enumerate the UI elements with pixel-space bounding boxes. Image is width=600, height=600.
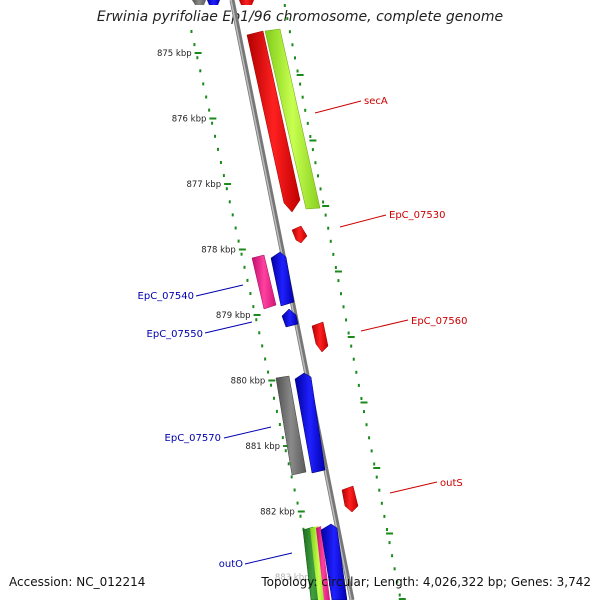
genome-summary-text: Topology: circular; Length: 4,026,322 bp… <box>261 575 591 589</box>
leader-EpC_07530 <box>339 214 387 228</box>
ruler-tick-label: 883 kbp <box>275 573 310 583</box>
outer-track-tick <box>398 598 406 600</box>
gene-top-gray <box>192 0 206 5</box>
label-EpC_07540[interactable]: EpC_07540 <box>138 291 194 302</box>
label-EpC_07570[interactable]: EpC_07570 <box>165 433 221 444</box>
label-secA[interactable]: secA <box>364 96 388 107</box>
ruler-tick-label: 875 kbp <box>157 49 192 59</box>
ruler-tick-label: 876 kbp <box>172 115 207 125</box>
ruler-major-tick <box>283 445 291 447</box>
gene-top-red <box>239 0 254 5</box>
ruler-tick-label: 882 kbp <box>260 508 295 518</box>
outer-track-tick <box>373 467 381 469</box>
outer-track-tick <box>296 74 304 76</box>
outer-track-tick <box>322 205 330 207</box>
leader-EpC_07570 <box>223 426 272 439</box>
outer-track-tick <box>347 336 355 338</box>
gene-secA-neighbor-lime <box>264 28 321 210</box>
map-title: Erwinia pyrifoliae Ep1/96 chromosome, co… <box>96 9 504 25</box>
label-outS[interactable]: outS <box>440 478 463 489</box>
gene-blue-07545 <box>270 251 295 307</box>
accession-text: Accession: NC_012214 <box>9 575 146 589</box>
gene-secA[interactable] <box>246 30 301 213</box>
leader-secA <box>314 100 362 114</box>
outer-dotted-track <box>283 4 401 597</box>
outer-track-tick <box>334 270 342 273</box>
ruler-tick-label: 879 kbp <box>216 311 251 321</box>
leader-outS <box>389 481 438 494</box>
ruler-major-tick <box>297 510 305 513</box>
gene-outO[interactable] <box>302 526 330 600</box>
ruler-tick-label: 877 kbp <box>186 180 221 190</box>
gene-EpC_07570[interactable] <box>275 375 307 476</box>
ruler-major-tick <box>224 183 232 185</box>
gene-EpC_07530[interactable] <box>291 225 308 244</box>
ruler-major-tick <box>209 117 217 120</box>
leader-EpC_07560 <box>360 319 409 332</box>
gene-EpC_07550[interactable] <box>281 308 299 328</box>
ruler-major-tick <box>238 248 246 251</box>
ruler-major-tick <box>268 379 276 382</box>
gene-blue-07575 <box>294 372 326 474</box>
gene-outS[interactable] <box>341 485 359 513</box>
outer-track-tick <box>360 401 368 404</box>
ruler-major-tick <box>194 52 202 54</box>
ruler-major-tick <box>253 314 261 316</box>
ruler-tick-label: 880 kbp <box>231 377 266 387</box>
leader-outO <box>244 552 293 565</box>
gene-blue-bottom <box>320 523 348 600</box>
label-EpC_07550[interactable]: EpC_07550 <box>147 329 203 340</box>
ruler-tick-label: 878 kbp <box>201 246 236 256</box>
leader-EpC_07550 <box>204 321 253 334</box>
gene-top-blue <box>207 0 220 5</box>
gene-EpC_07560[interactable] <box>311 321 329 353</box>
tick-label-group: 875 kbp 876 kbp 877 kbp 878 kbp 879 kbp 880 k… <box>157 49 406 600</box>
gene-EpC_07540[interactable] <box>251 254 277 310</box>
outer-track-tick <box>309 139 317 142</box>
label-outO[interactable]: outO <box>219 559 243 570</box>
leader-EpC_07540 <box>195 284 244 297</box>
ruler-tick-label: 881 kbp <box>245 442 280 452</box>
label-EpC_07560[interactable]: EpC_07560 <box>411 316 467 327</box>
outer-track-tick <box>386 532 394 535</box>
label-EpC_07530[interactable]: EpC_07530 <box>389 210 445 221</box>
